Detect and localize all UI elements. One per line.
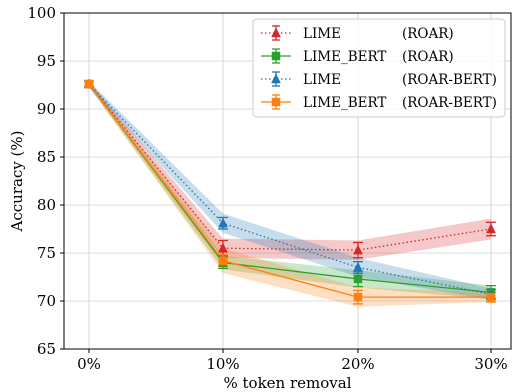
series-4-point (218, 256, 228, 265)
series-1-point (486, 223, 496, 234)
series-1-band (89, 81, 491, 260)
legend-label-1: LIME (303, 26, 341, 42)
y-tick-label: 90 (37, 100, 56, 118)
y-tick-label: 65 (37, 340, 56, 358)
legend-marker-1 (271, 27, 281, 38)
series-markers (84, 78, 496, 302)
legend-label-3: LIME (303, 72, 341, 88)
legend: LIME (ROAR) LIME_BERT (ROAR) LIME (ROAR-BERT)… (252, 18, 506, 118)
legend-marker-2 (271, 51, 281, 61)
series-3-point (218, 217, 228, 228)
y-tick-label: 70 (37, 292, 56, 310)
legend-dataset-1: (ROAR) (402, 26, 454, 42)
series-4-point (84, 79, 94, 89)
series-3-line (88, 83, 492, 295)
series-lines (88, 83, 492, 298)
x-tick-label: 0% (77, 355, 101, 373)
y-tick-label: 95 (37, 52, 56, 70)
x-tick-label: 20% (341, 355, 374, 373)
series-1-point (353, 244, 363, 255)
plot-frame (63, 12, 512, 350)
axis-ticks: 65 70 75 80 85 90 95 100 0% 10% 20% 30% (27, 4, 507, 373)
legend-dataset-4: (ROAR-BERT) (402, 95, 497, 111)
legend-dataset-3: (ROAR-BERT) (402, 72, 497, 88)
x-tick-label: 30% (474, 355, 507, 373)
series-4-point (353, 292, 363, 302)
legend-box (252, 18, 506, 118)
series-2-point (353, 274, 363, 284)
y-axis-label: Accuracy (%) (8, 130, 26, 232)
series-4-band (89, 81, 491, 307)
x-axis-label: % token removal (224, 374, 352, 392)
legend-label-4: LIME_BERT (303, 95, 386, 111)
legend-dataset-2: (ROAR) (402, 49, 454, 65)
legend-marker-3 (271, 73, 281, 84)
series-4-line (88, 83, 491, 298)
y-tick-label: 80 (37, 196, 56, 214)
y-tick-label: 85 (37, 148, 56, 166)
y-tick-label: 100 (27, 4, 56, 22)
y-tick-label: 75 (37, 244, 56, 262)
series-4-point (486, 292, 496, 302)
legend-label-2: LIME_BERT (303, 49, 386, 65)
series-1-point (218, 242, 228, 253)
legend-marker-4 (271, 97, 281, 107)
series-3-point (353, 261, 363, 272)
x-tick-label: 10% (206, 355, 239, 373)
